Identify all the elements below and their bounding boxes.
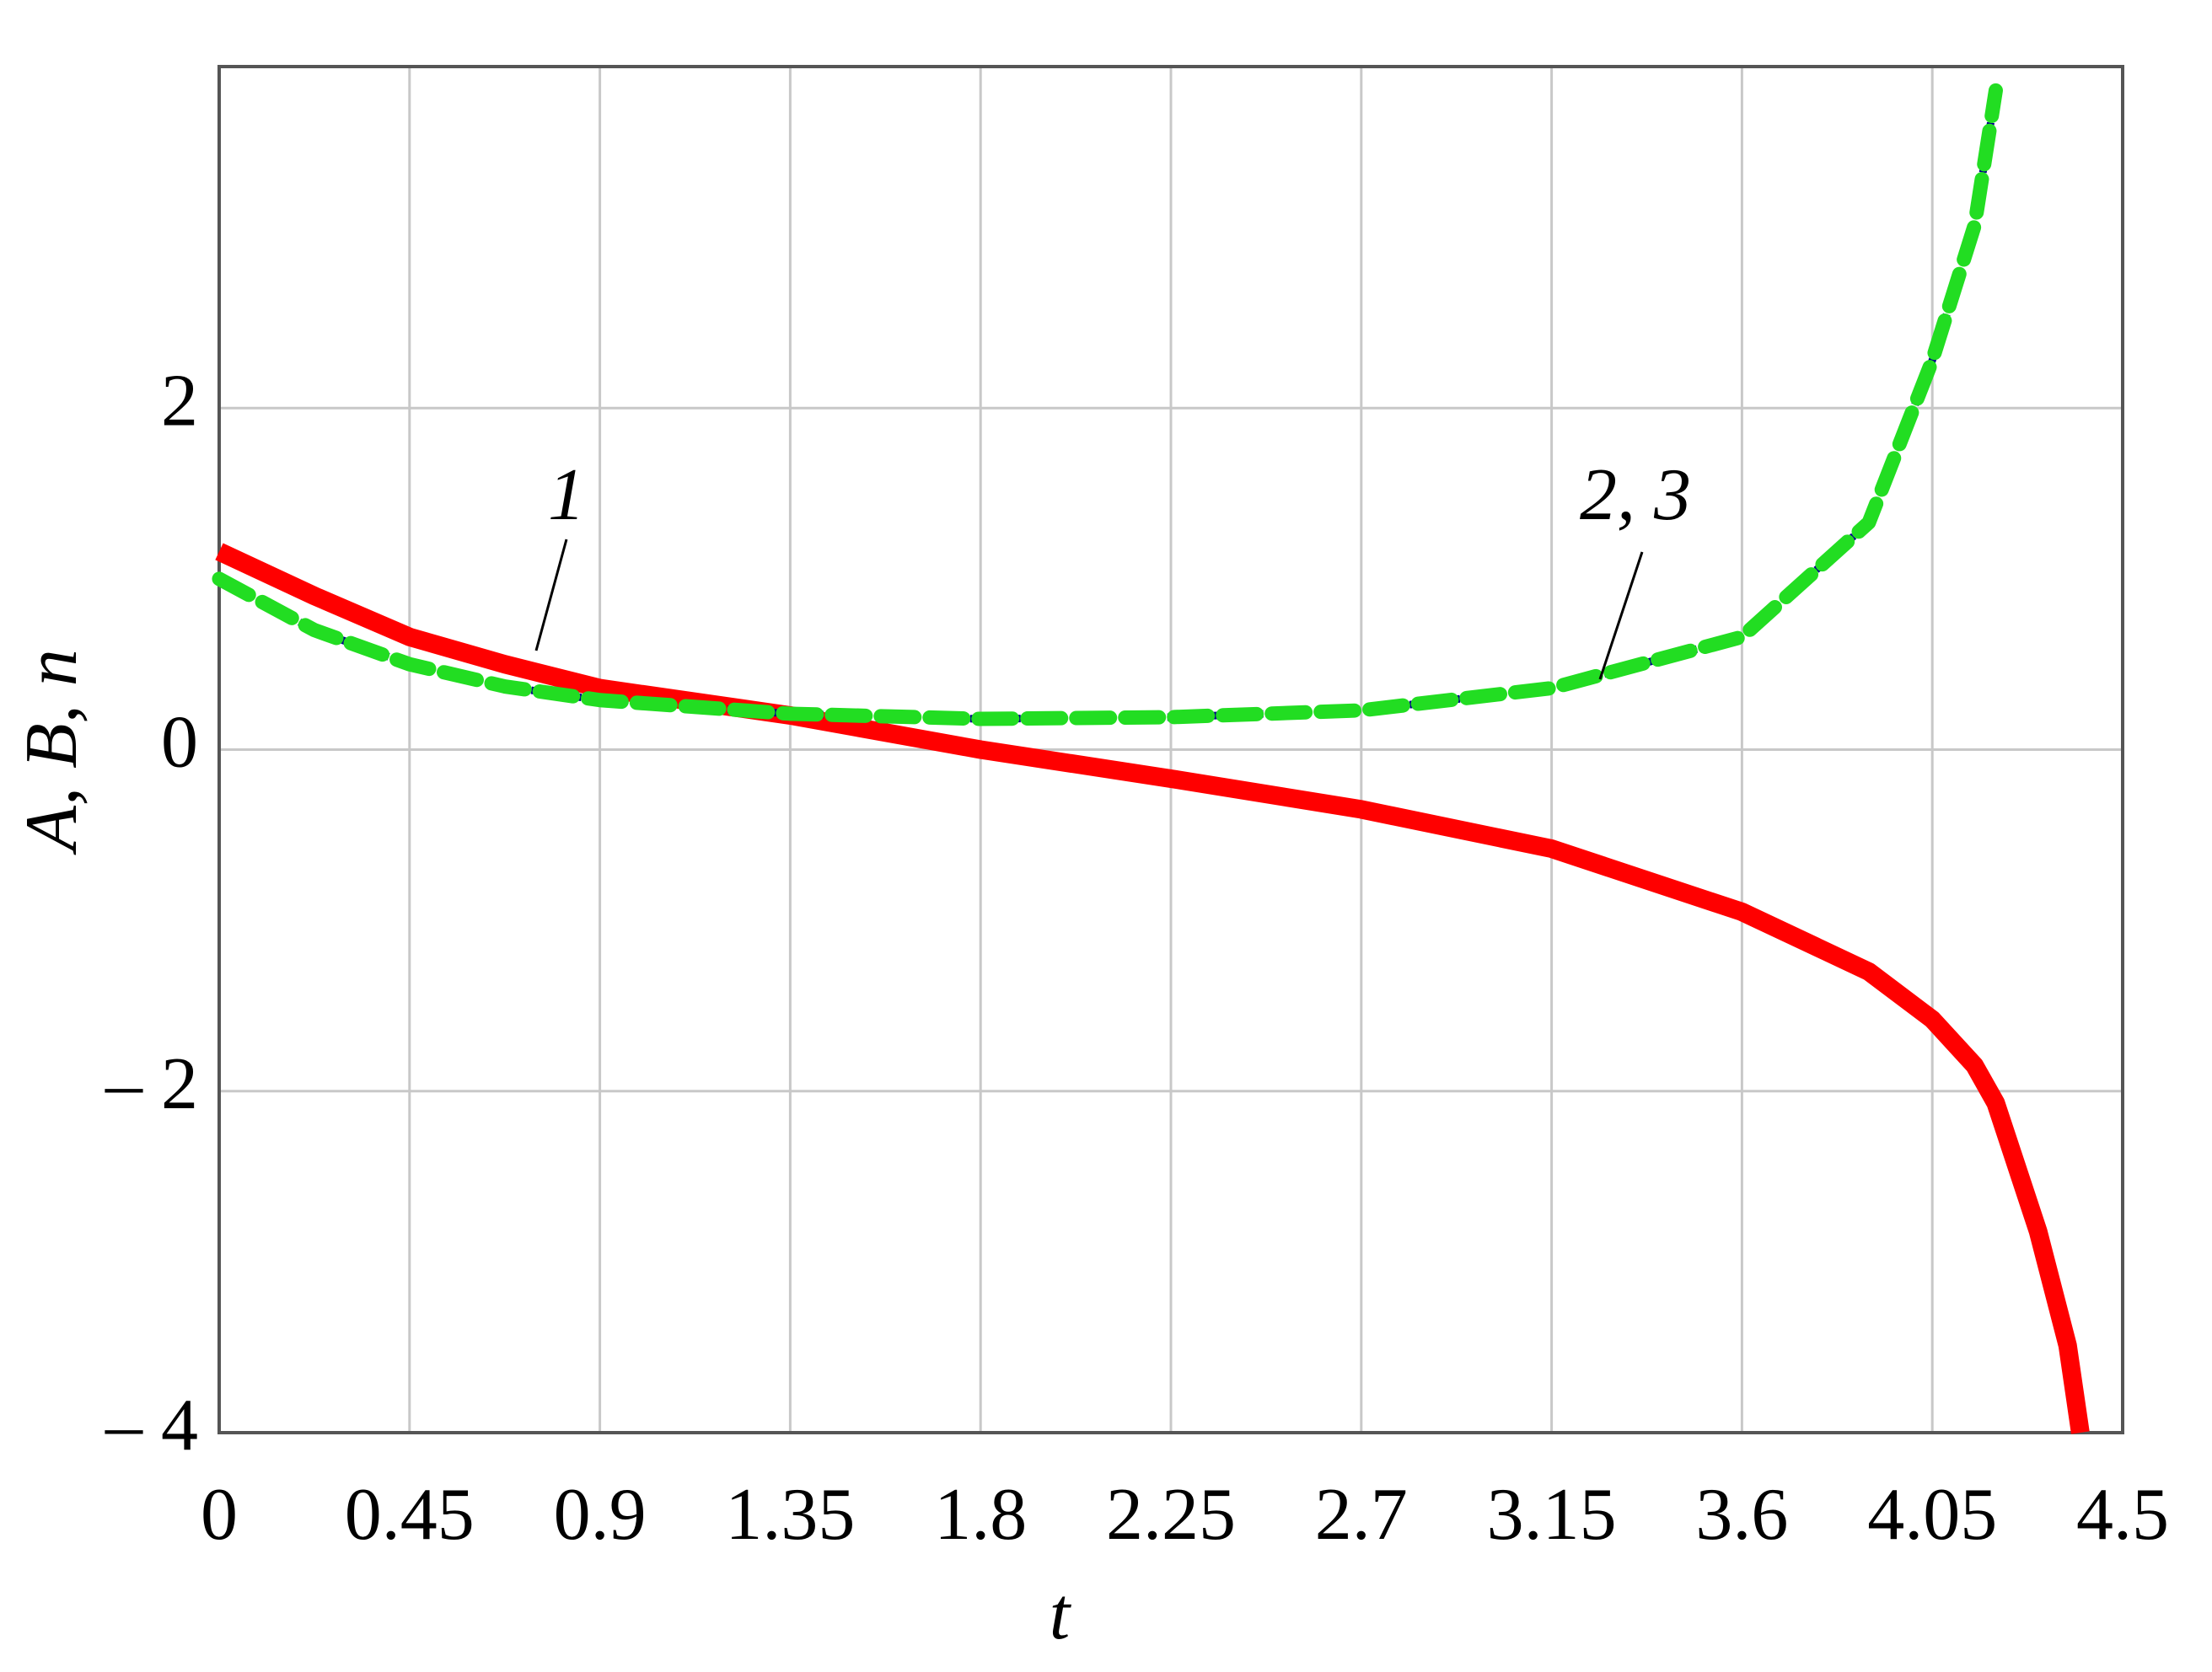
annotation-leader bbox=[1598, 551, 1644, 680]
x-axis-label: t bbox=[1050, 1573, 1072, 1655]
x-tick-label: 0.45 bbox=[345, 1474, 475, 1556]
annotation: 1 bbox=[548, 454, 585, 536]
x-tick-label: 1.8 bbox=[934, 1474, 1027, 1556]
plot-frame bbox=[217, 65, 2124, 1434]
x-tick-label: 0 bbox=[201, 1474, 238, 1556]
x-tick-label: 3.6 bbox=[1695, 1474, 1788, 1556]
series-line bbox=[215, 543, 2090, 1434]
x-tick-label: 3.15 bbox=[1487, 1474, 1617, 1556]
y-tick-label: 2 bbox=[161, 360, 198, 442]
x-tick-label: 2.25 bbox=[1106, 1474, 1236, 1556]
series-line bbox=[217, 89, 2000, 723]
y-axis-label: A, B, n bbox=[11, 649, 93, 855]
x-tick-label: 4.5 bbox=[2076, 1474, 2169, 1556]
y-tick-label: – 4 bbox=[105, 1385, 198, 1466]
series-line bbox=[212, 83, 2003, 726]
y-tick-label: – 2 bbox=[105, 1043, 198, 1125]
x-tick-label: 4.05 bbox=[1867, 1474, 1997, 1556]
x-tick-label: 2.7 bbox=[1315, 1474, 1408, 1556]
x-tick-label: 0.9 bbox=[554, 1474, 647, 1556]
y-tick-label: 0 bbox=[161, 702, 198, 784]
annotation-leader bbox=[534, 539, 568, 651]
annotation: 2, 3 bbox=[1580, 454, 1691, 536]
x-tick-label: 1.35 bbox=[725, 1474, 855, 1556]
